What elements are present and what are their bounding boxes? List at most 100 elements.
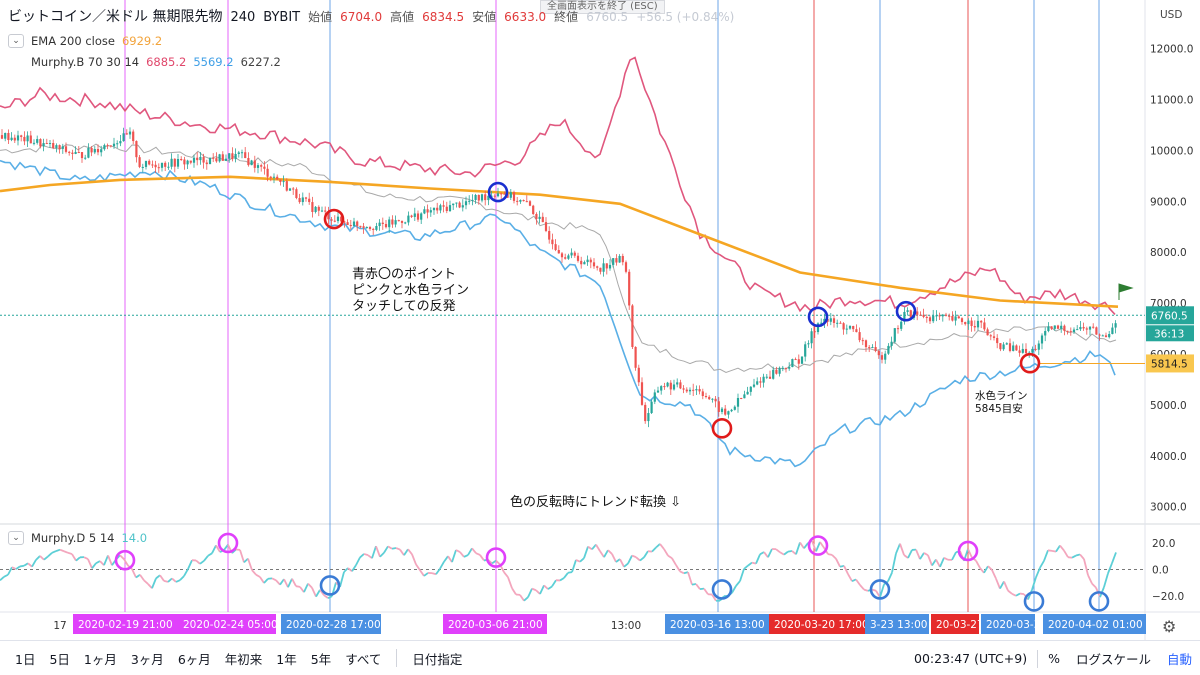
collapse-chevron-icon[interactable]: ⌄ [8, 34, 24, 48]
collapse-chevron-icon[interactable]: ⌄ [8, 531, 24, 545]
candle-body [45, 143, 48, 145]
timeframe-button[interactable]: 1ヶ月 [83, 651, 117, 667]
osc-segment [967, 548, 973, 559]
osc-segment [43, 555, 49, 561]
candle-body [791, 359, 794, 368]
gear-icon[interactable]: ⚙ [1162, 617, 1177, 636]
goto-date-button[interactable]: 日付指定 [412, 651, 463, 667]
candle-body [407, 215, 410, 223]
candle-body [992, 336, 996, 338]
candle-body [842, 323, 845, 330]
candle-body [112, 143, 116, 147]
price-tick-label: 12000.0 [1150, 44, 1193, 56]
osc-segment [471, 547, 477, 554]
osc-segment [211, 544, 217, 554]
osc-segment [23, 562, 29, 567]
osc-segment [239, 549, 245, 563]
time-highlight-label: 2020-03-20 17:00 [774, 619, 869, 631]
timeframe-button[interactable]: 1日 [15, 651, 36, 667]
candle-body [269, 176, 272, 178]
fullscreen-exit-notice[interactable]: 全画面表示を終了 (ESC) [540, 0, 665, 14]
osc-segment [179, 575, 185, 581]
interval[interactable]: 240 [230, 10, 256, 25]
time-highlight-box [281, 614, 381, 634]
candle-body [1002, 344, 1005, 350]
osc-segment [979, 567, 985, 574]
candle-body [743, 394, 746, 399]
candle-body [692, 389, 695, 391]
candle-body [797, 359, 800, 364]
candle-body [621, 255, 624, 263]
candle-body [512, 192, 516, 201]
timeframe-button[interactable]: すべて [345, 651, 382, 667]
osc-segment [895, 543, 901, 554]
timeframe-button[interactable]: 5日 [49, 651, 70, 667]
timeframe-button[interactable]: 3ヶ月 [130, 651, 164, 667]
candle-body [672, 384, 676, 390]
candle-body [960, 318, 964, 323]
change-value: +56.5 (+0.84%) [636, 10, 735, 24]
osc-segment [383, 545, 389, 554]
osc-segment [863, 588, 869, 592]
osc-segment [107, 555, 113, 566]
candle-body [52, 143, 55, 149]
osc-segment [663, 548, 669, 557]
murphy-b-name[interactable]: Murphy.B 70 30 14 [31, 55, 140, 69]
percent-scale-button[interactable]: % [1048, 651, 1060, 666]
osc-segment [1059, 544, 1065, 552]
candle-body [477, 195, 480, 201]
candle-body [637, 367, 640, 383]
log-scale-button[interactable]: ログスケール [1075, 652, 1151, 667]
auto-scale-button[interactable]: 自動 [1166, 652, 1192, 667]
osc-segment [991, 569, 997, 580]
clock[interactable]: 00:23:47 (UTC+9) [914, 651, 1028, 666]
time-highlight-box [931, 614, 979, 634]
osc-segment [87, 558, 93, 569]
timeframe-button[interactable]: 1年 [276, 651, 297, 667]
ema-name[interactable]: EMA 200 close [31, 34, 115, 48]
low-label: 安値 [472, 10, 497, 24]
magenta-osc-circle-marker [807, 535, 829, 556]
candle-body [333, 220, 336, 222]
candle-body [10, 137, 13, 141]
osc-segment [783, 550, 789, 556]
candles [0, 127, 1117, 428]
time-highlight-label: 3-23 13:00 [870, 619, 927, 631]
bottom-right-controls: 00:23:47 (UTC+9) % ログスケール 自動 [914, 641, 1192, 675]
candle-body [861, 340, 864, 342]
candle-body [996, 337, 999, 344]
osc-segment [419, 569, 425, 577]
candle-body [400, 220, 404, 223]
osc-segment [1087, 574, 1093, 585]
candle-body [39, 139, 42, 147]
timeframe-button[interactable]: 6ヶ月 [177, 651, 211, 667]
murphy-d-name[interactable]: Murphy.D 5 14 [31, 531, 115, 545]
osc-segment [1079, 553, 1085, 560]
candle-body [788, 367, 791, 369]
annotation-note3-line: 5845目安 [975, 402, 1023, 415]
candle-body [839, 322, 842, 324]
osc-segment [1103, 573, 1109, 588]
osc-segment [855, 578, 861, 586]
candle-body [250, 160, 253, 166]
timeframe-button[interactable]: 年初来 [224, 651, 263, 667]
candle-body [74, 151, 77, 154]
magenta-osc-circle-marker [485, 547, 507, 568]
candle-body [576, 255, 580, 261]
osc-segment [167, 577, 173, 583]
osc-segment [551, 579, 557, 587]
candle-body [183, 159, 186, 165]
candle-body [845, 328, 848, 330]
candle-body [4, 132, 7, 139]
timeframe-button[interactable]: 5年 [310, 651, 332, 667]
candle-body [493, 195, 496, 197]
time-highlight-box [769, 614, 865, 634]
symbol-name[interactable]: ビットコイン／米ドル 無期限先物 [8, 9, 223, 25]
osc-segment [51, 550, 57, 554]
osc-segment [763, 551, 769, 558]
red-circle-marker [711, 418, 733, 439]
osc-segment [503, 571, 509, 578]
osc-segment [879, 584, 885, 598]
